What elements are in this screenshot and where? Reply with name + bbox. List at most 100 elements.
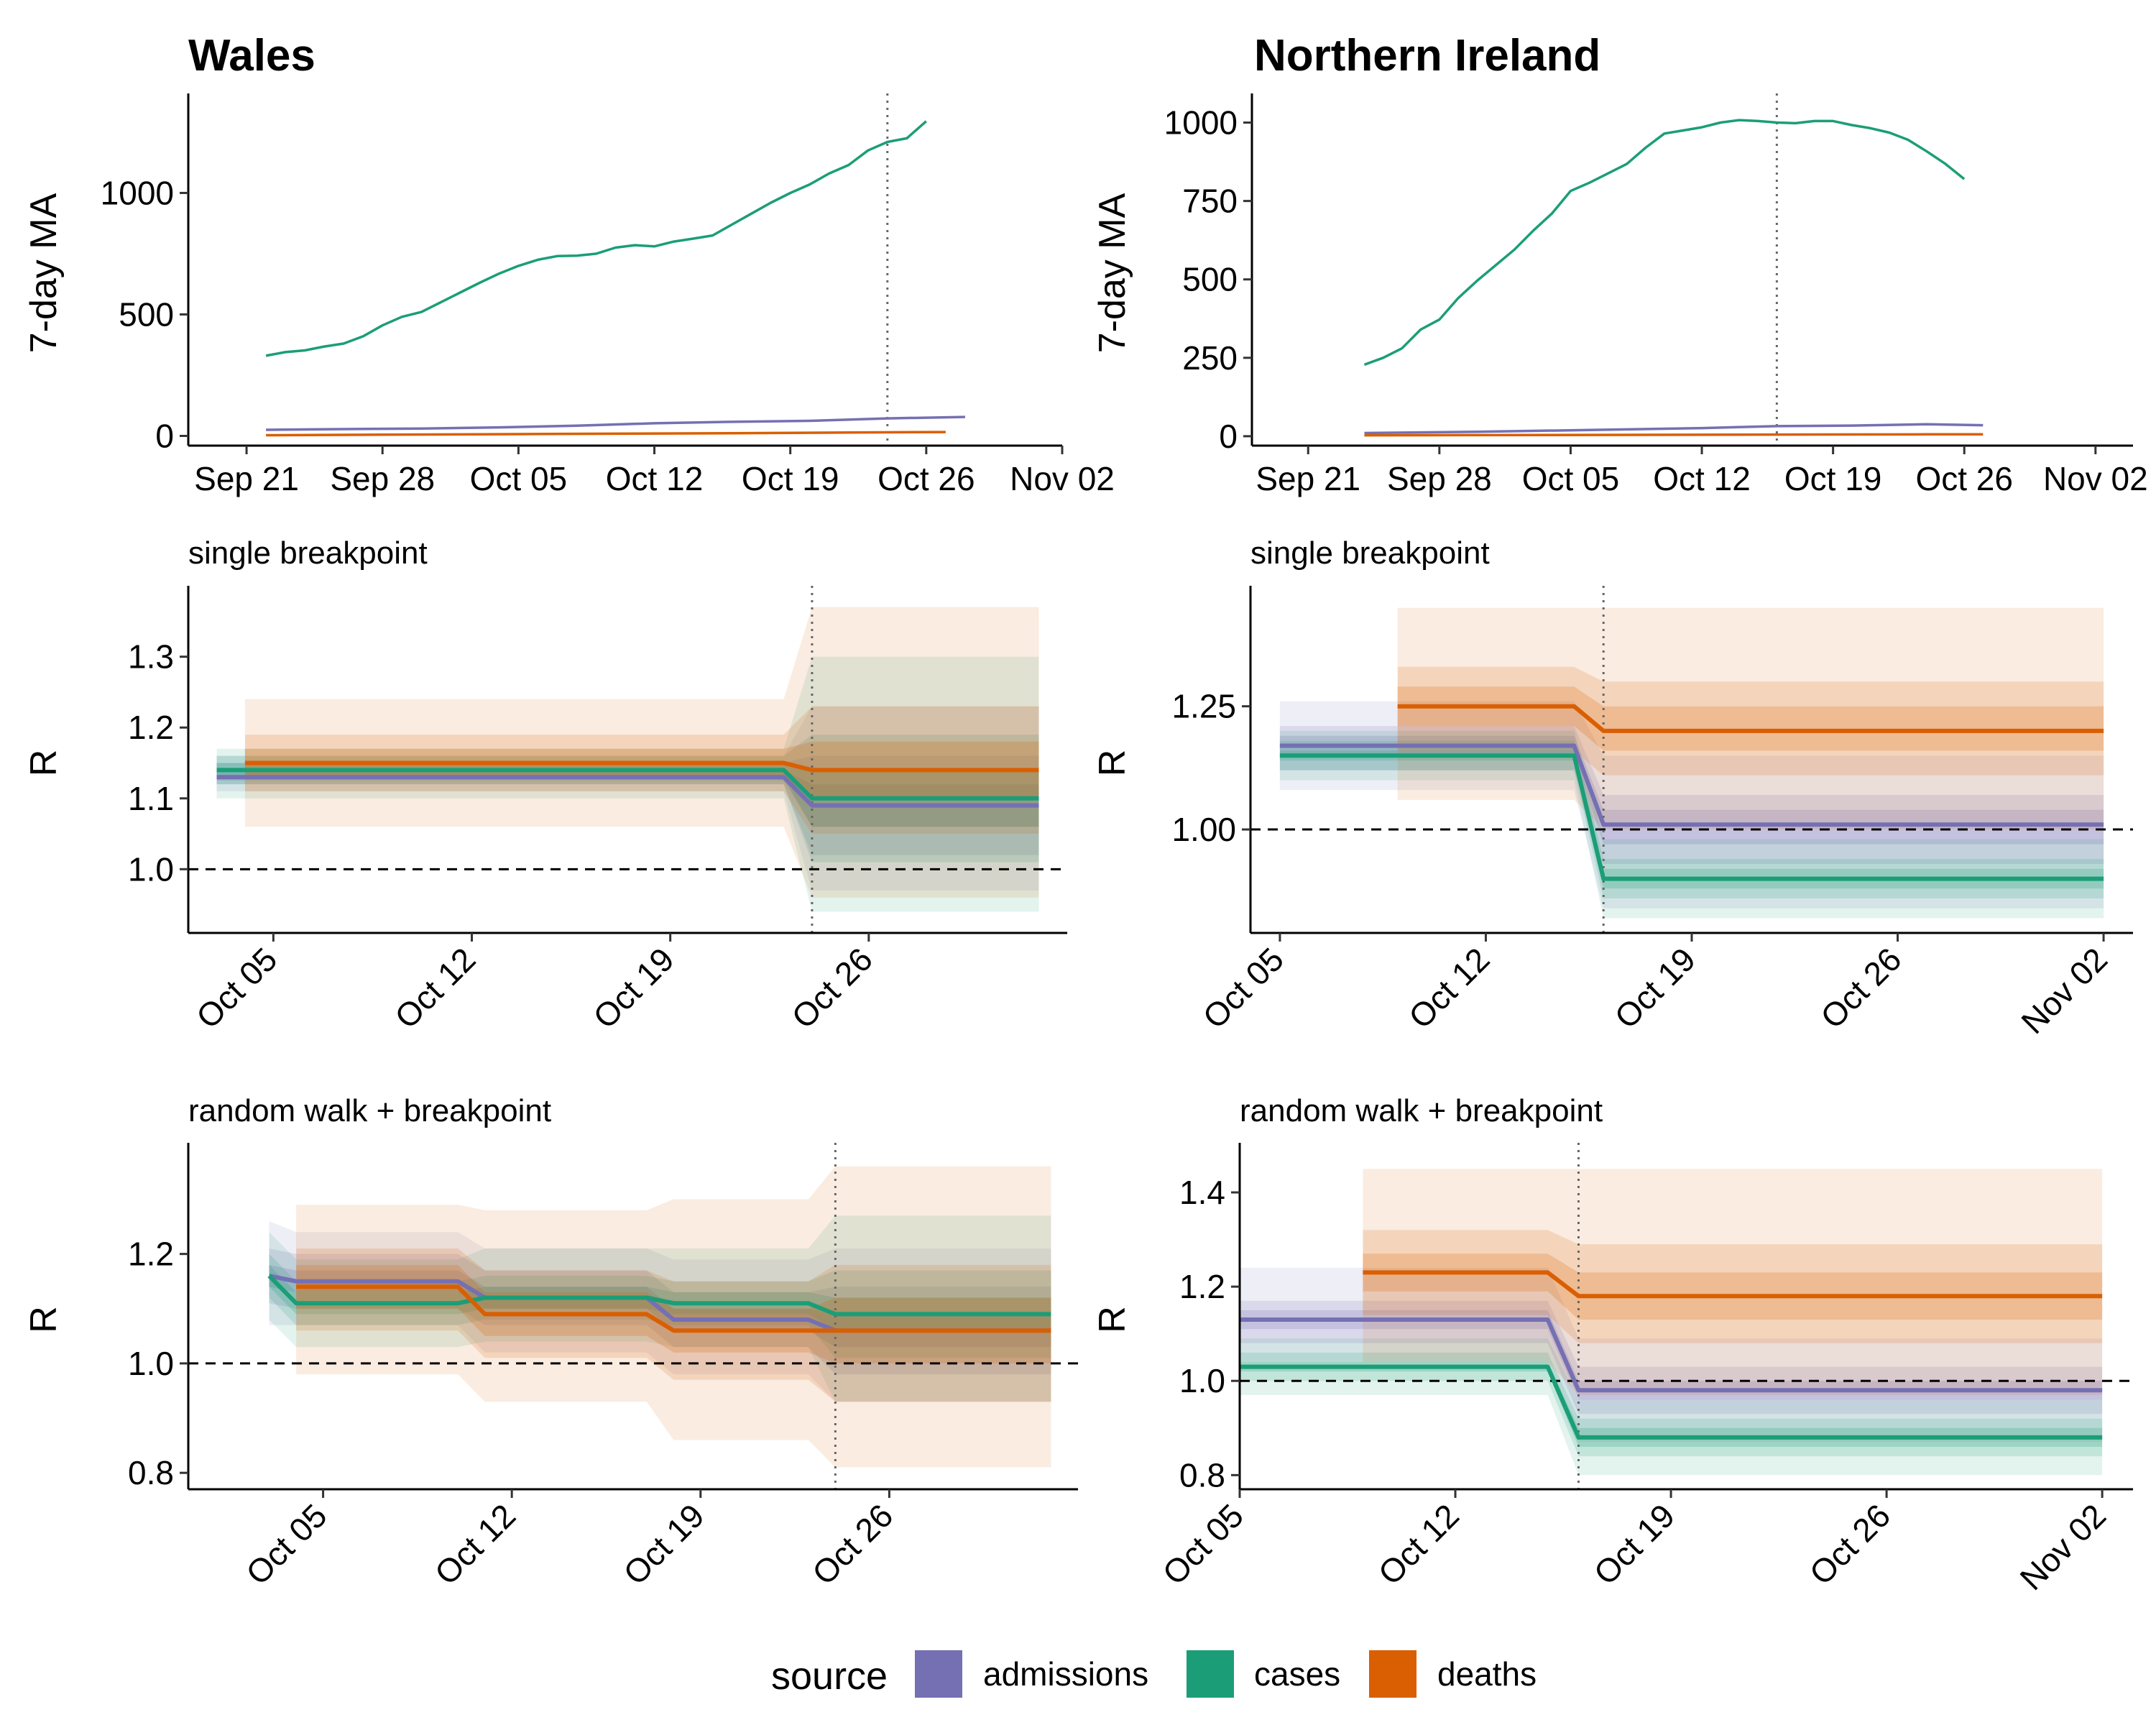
x-tick-label: Nov 02 — [2014, 940, 2114, 1041]
subtitle-wales-rw: random walk + breakpoint — [188, 1093, 551, 1128]
x-tick-label: Oct 05 — [1155, 1496, 1250, 1592]
ci-band-admissions-1 — [269, 1221, 1051, 1402]
ci-band-admissions-2 — [216, 755, 1039, 855]
chart-panel-wales-single: 1.0 1.1 1.2 1.3 Oct 05 Oct 12 Oct 19 Oct 26 R — [23, 586, 1067, 1036]
x-tick-label: Oct 12 — [387, 940, 483, 1036]
x-tick-label: Nov 02 — [2043, 460, 2148, 497]
ci-band-deaths-3 — [1397, 686, 2104, 751]
y-tick-label: 1.2 — [128, 709, 174, 746]
y-axis-title: R — [1092, 750, 1133, 777]
ci-band-cases-3 — [1279, 750, 2104, 889]
y-tick-label: 0.8 — [128, 1454, 174, 1491]
series-line-cases — [1363, 119, 1966, 367]
legend-label-deaths: deaths — [1437, 1655, 1537, 1693]
x-tick-label: Oct 19 — [1587, 1496, 1682, 1592]
y-axis-title: R — [23, 1306, 65, 1333]
x-tick-label: Nov 02 — [2012, 1496, 2113, 1597]
x-tick-label: Oct 12 — [606, 460, 704, 497]
chart-panel-ni-rw: 0.8 1.0 1.2 1.4 Oct 05 Oct 12 Oct 19 Oct 26 Nov … — [1092, 1143, 2133, 1597]
x-tick-label: Oct 26 — [805, 1496, 900, 1592]
y-axis-title: 7-day MA — [1092, 193, 1133, 353]
region-title-wales: Wales — [188, 31, 315, 80]
x-tick-label: Oct 26 — [1915, 460, 2013, 497]
subtitle-ni-rw: random walk + breakpoint — [1240, 1093, 1603, 1128]
x-tick-label: Oct 12 — [1401, 940, 1497, 1036]
x-tick-label: Oct 05 — [1522, 460, 1620, 497]
x-tick-label: Oct 19 — [586, 940, 681, 1036]
ci-band-deaths-1 — [1363, 1169, 2103, 1395]
legend-title: source — [771, 1655, 888, 1698]
series-line-admissions — [1279, 743, 2104, 827]
series-line-admissions — [216, 775, 1039, 808]
x-tick-label: Oct 05 — [189, 940, 285, 1036]
ci-band-cases-1 — [1240, 1338, 2103, 1476]
subtitle-ni-single: single breakpoint — [1250, 535, 1490, 571]
ci-band-deaths-1 — [244, 607, 1039, 898]
series-line-admissions — [1240, 1317, 2103, 1393]
x-tick-label: Oct 26 — [1802, 1496, 1898, 1592]
series-line-admissions — [1364, 423, 1984, 435]
y-tick-label: 1.0 — [128, 1345, 174, 1382]
series-line-cases — [1279, 753, 2104, 881]
ci-band-admissions-1 — [1240, 1267, 2103, 1443]
y-tick-label: 0 — [1219, 418, 1238, 455]
x-tick-label: Oct 26 — [784, 940, 880, 1036]
y-tick-label: 1.25 — [1171, 688, 1236, 725]
ci-band-deaths-1 — [1397, 607, 2104, 829]
ci-band-admissions-1 — [216, 706, 1039, 891]
y-tick-label: 250 — [1182, 339, 1238, 377]
x-tick-label: Oct 19 — [616, 1496, 711, 1592]
series-line-cases — [1240, 1364, 2103, 1440]
ci-band-cases-2 — [216, 735, 1039, 862]
y-tick-label: 1.0 — [1179, 1362, 1225, 1399]
y-tick-label: 1.2 — [1179, 1268, 1225, 1305]
x-tick-label: Oct 05 — [1195, 940, 1291, 1036]
x-tick-label: Sep 21 — [194, 460, 299, 497]
x-tick-label: Oct 05 — [470, 460, 568, 497]
x-tick-label: Oct 26 — [1813, 940, 1909, 1036]
chart-panel-wales-rw: 0.8 1.0 1.2 Oct 05 Oct 12 Oct 19 Oct 26 R — [23, 1143, 1078, 1592]
series-line-admissions — [266, 415, 965, 431]
ci-band-admissions-3 — [216, 770, 1039, 827]
ci-band-cases-1 — [216, 656, 1039, 912]
series-line-cases — [216, 768, 1039, 801]
x-tick-label: Sep 28 — [330, 460, 435, 497]
subtitle-wales-single: single breakpoint — [188, 535, 428, 571]
series-line-cases — [267, 1274, 1051, 1317]
x-tick-label: Sep 21 — [1256, 460, 1360, 497]
ci-band-admissions-1 — [1279, 701, 2104, 908]
legend: source admissions cases deaths — [771, 1650, 1537, 1698]
ci-band-deaths-3 — [1363, 1254, 2103, 1320]
chart-panel-ni-ma: 0 250 500 750 1000 Sep 21 Sep 28 Oct 05 Oct 12 Oc… — [1092, 93, 2148, 497]
legend-label-cases: cases — [1254, 1655, 1340, 1693]
legend-swatch-cases — [1187, 1650, 1234, 1698]
ci-band-deaths-3 — [296, 1264, 1051, 1363]
y-tick-label: 0.8 — [1179, 1456, 1225, 1494]
chart-panel-ni-single: 1.00 1.25 Oct 05 Oct 12 Oct 19 Oct 26 Nov 02 R — [1092, 586, 2133, 1041]
legend-swatch-deaths — [1369, 1650, 1416, 1698]
ci-band-admissions-2 — [1240, 1300, 2103, 1414]
y-tick-label: 1.4 — [1179, 1174, 1225, 1211]
x-tick-label: Oct 12 — [428, 1496, 523, 1592]
ci-band-cases-1 — [1279, 730, 2104, 919]
series-line-deaths — [266, 431, 946, 437]
x-tick-label: Sep 28 — [1387, 460, 1492, 497]
ci-band-admissions-3 — [1279, 735, 2104, 845]
series-line-deaths — [296, 1284, 1051, 1333]
y-tick-label: 1.00 — [1171, 811, 1236, 848]
y-axis-title: 7-day MA — [23, 193, 65, 353]
x-tick-label: Oct 19 — [1784, 460, 1882, 497]
ci-band-deaths-2 — [1363, 1230, 2103, 1343]
legend-swatch-admissions — [915, 1650, 962, 1698]
x-tick-label: Nov 02 — [1010, 460, 1115, 497]
x-tick-label: Oct 05 — [239, 1496, 334, 1592]
y-tick-label: 500 — [1182, 261, 1238, 298]
y-tick-label: 0 — [155, 417, 174, 454]
y-tick-label: 1.2 — [128, 1236, 174, 1273]
x-tick-label: Oct 12 — [1653, 460, 1751, 497]
x-tick-label: Oct 12 — [1371, 1496, 1467, 1592]
y-axis-title: R — [1092, 1306, 1133, 1333]
y-tick-label: 750 — [1182, 183, 1238, 220]
chart-panel-wales-ma: 0 500 1000 Sep 21 Sep 28 Oct 05 Oct 12 Oct 19 Oc… — [23, 93, 1115, 497]
